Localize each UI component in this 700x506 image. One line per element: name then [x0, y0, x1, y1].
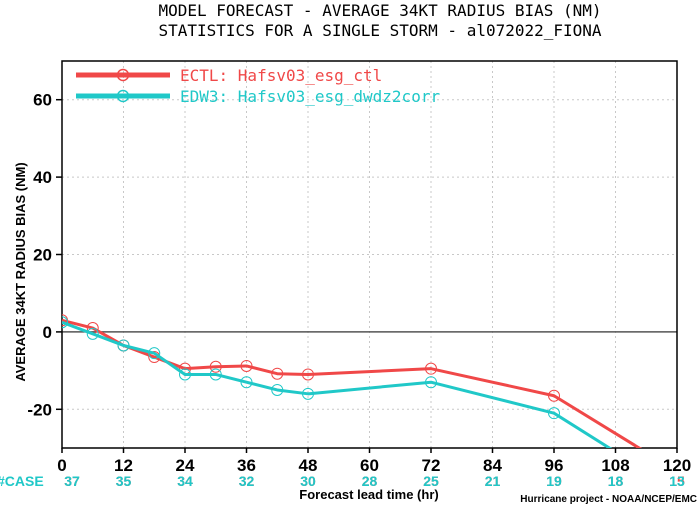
series-layer: [62, 314, 643, 448]
case-count-edw3: 34: [177, 473, 193, 489]
series-clip: [62, 314, 643, 448]
series-point-0: [240, 359, 253, 372]
case-count-ectl: 34: [177, 473, 193, 489]
x-tick-labels: 0 12 24 36 48 60 72 84 96 108 120: [57, 448, 691, 475]
case-count-ectl: 35: [116, 473, 132, 489]
plot-frame: [61, 60, 678, 449]
series-point-1: [240, 376, 253, 389]
case-count-edw3: 28: [362, 473, 378, 489]
x-tick-label: 60: [360, 456, 379, 475]
case-count-ectl: 25: [423, 473, 439, 489]
series-point-1: [271, 383, 284, 396]
legend-marker-ectl: [116, 68, 130, 82]
y-tick-label: -20: [27, 400, 52, 419]
series-point-1: [425, 376, 437, 389]
x-tick-label: 72: [422, 456, 441, 475]
legend: ECTL: Hafsv03_esg_ctl EDW3: Hafsv03_esg_…: [76, 66, 440, 106]
x-tick-label: 48: [299, 456, 318, 475]
case-count-ectl: 18: [608, 473, 624, 489]
series-point-1: [86, 327, 99, 340]
legend-marker-edw3: [116, 89, 130, 103]
case-count-edw3: 32: [239, 473, 255, 489]
y-tick-label: 40: [33, 168, 52, 187]
case-count-edw3: 30: [300, 473, 316, 489]
series-point-1: [209, 368, 222, 381]
series-point-0: [302, 368, 314, 381]
case-count-edw3: 21: [485, 473, 501, 489]
series-point-0: [271, 367, 284, 380]
y-tick-labels: -20 0 20 40 60: [27, 91, 62, 419]
x-axis-label: Forecast lead time (hr): [299, 487, 438, 502]
case-count-edw3: 37: [64, 473, 80, 489]
x-tick-label: 24: [176, 456, 195, 475]
y-tick-label: 20: [33, 246, 52, 265]
series-point-0: [548, 389, 560, 402]
series-point-1: [302, 387, 314, 400]
x-tick-label: 96: [545, 456, 564, 475]
x-tick-label: 0: [57, 456, 66, 475]
series-point-1: [548, 407, 560, 420]
case-count-ectl: 21: [485, 473, 501, 489]
series-point-1: [117, 339, 130, 352]
case-label: #CASE: [0, 473, 44, 489]
chart-title-line1: MODEL FORECAST - AVERAGE 34KT RADIUS BIA…: [158, 1, 601, 20]
plot-area: [61, 60, 678, 449]
y-tick-label: 60: [33, 91, 52, 110]
series-point-1: [62, 316, 68, 329]
chart-title-line2: STATISTICS FOR A SINGLE STORM - al072022…: [158, 21, 601, 40]
case-count-ectl: 28: [362, 473, 378, 489]
case-count-ectl: 15: [669, 473, 685, 489]
case-count-edw3: 13: [669, 473, 685, 489]
x-tick-label: 36: [237, 456, 256, 475]
legend-label-edw3: EDW3: Hafsv03_esg_dwdz2corr: [180, 87, 440, 106]
legend-label-ectl: ECTL: Hafsv03_esg_ctl: [180, 66, 382, 85]
y-axis-label: AVERAGE 34KT RADIUS BIAS (NM): [13, 162, 28, 381]
case-count-ectl: 30: [300, 473, 316, 489]
x-tick-label: 108: [601, 456, 629, 475]
case-count-edw3: 35: [116, 473, 132, 489]
case-count-edw3: 19: [546, 473, 562, 489]
y-tick-label: 0: [43, 323, 52, 342]
case-count-edw3: 18: [608, 473, 624, 489]
case-count-ectl: 19: [546, 473, 562, 489]
x-tick-label: 12: [114, 456, 133, 475]
series-point-1: [179, 368, 191, 381]
series-point-0: [425, 362, 437, 375]
series-point-0: [209, 360, 222, 373]
x-tick-label: 120: [663, 456, 691, 475]
x-tick-label: 84: [483, 456, 502, 475]
case-count-ectl: 32: [239, 473, 255, 489]
case-count-ectl: 37: [64, 473, 80, 489]
case-count-edw3: 25: [423, 473, 439, 489]
series-point-1: [148, 347, 161, 360]
credit-text: Hurricane project - NOAA/NCEP/EMC: [520, 494, 697, 505]
